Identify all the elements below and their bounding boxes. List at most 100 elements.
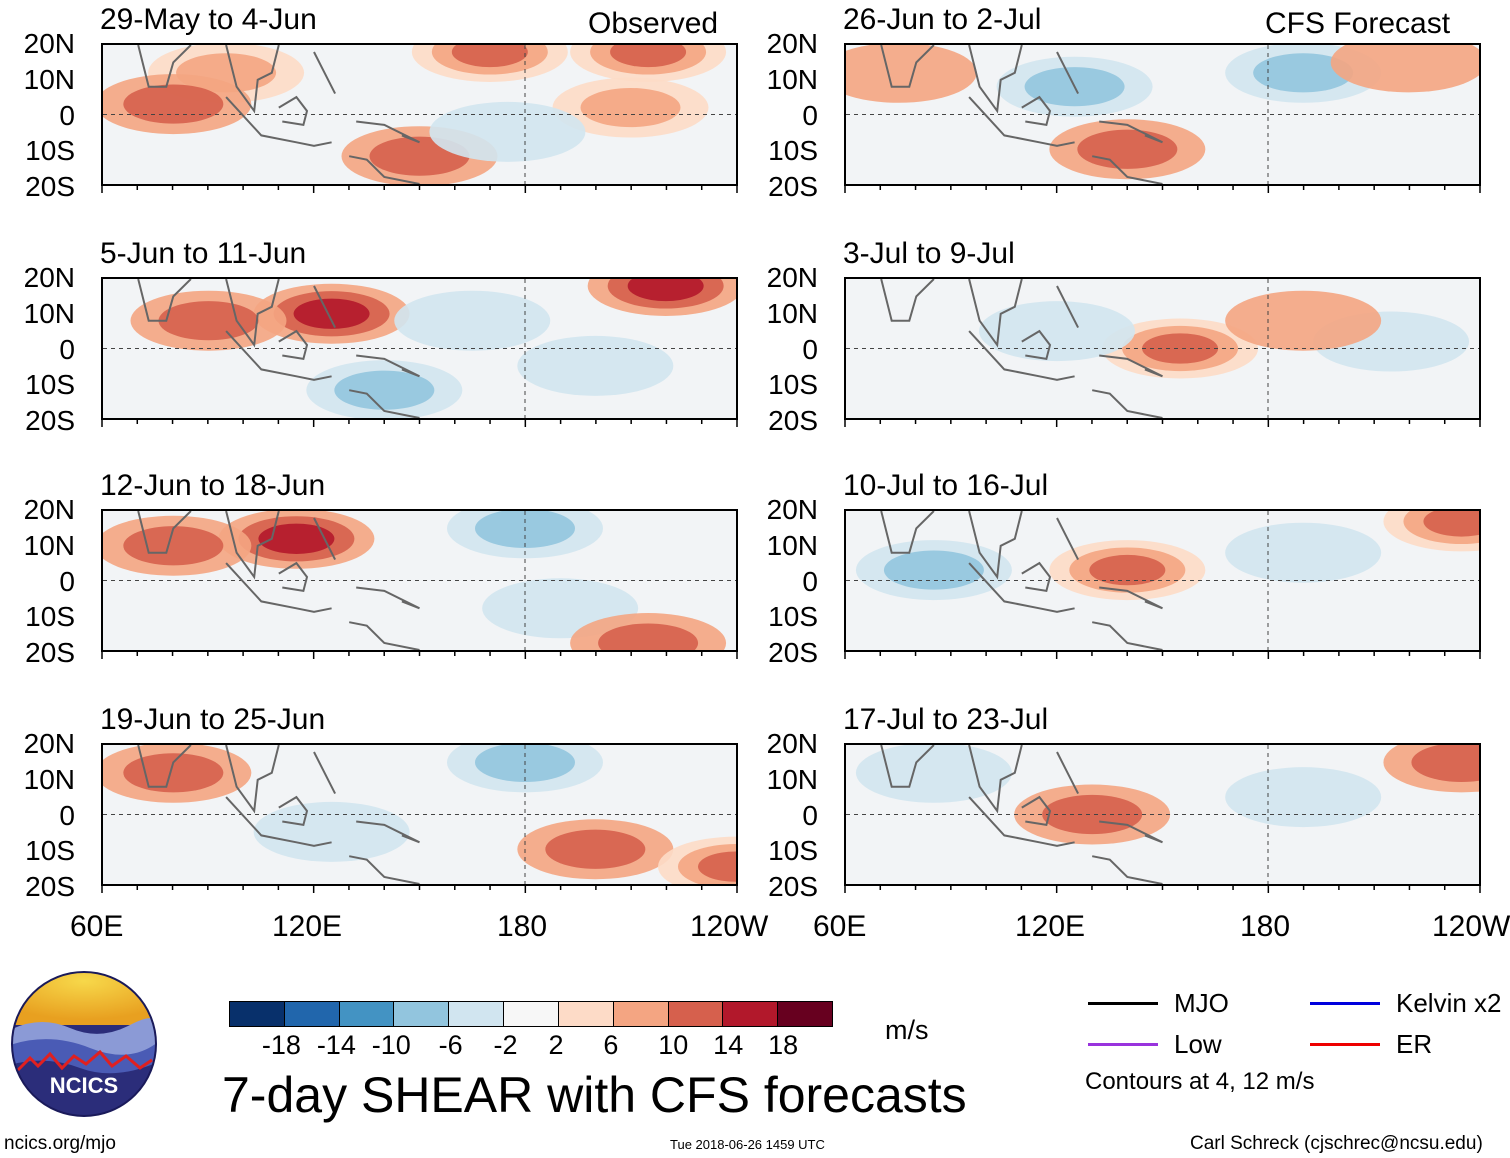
panel-title: 12-Jun to 18-Jun bbox=[100, 469, 326, 502]
y-axis-label: 10S bbox=[768, 601, 818, 633]
y-axis-label: 0 bbox=[802, 565, 818, 597]
x-label-180-right: 180 bbox=[1240, 910, 1291, 943]
y-axis-label: 10N bbox=[766, 297, 818, 329]
y-axis-label: 10N bbox=[766, 63, 818, 95]
legend-low: Low bbox=[1088, 1029, 1222, 1060]
anomaly-blob bbox=[1225, 522, 1382, 583]
observed-header: Observed bbox=[588, 7, 719, 40]
anomaly-blob bbox=[258, 523, 335, 554]
legend-er-line bbox=[1310, 1043, 1380, 1046]
y-axis-label: 0 bbox=[802, 99, 818, 131]
colorbar-swatch bbox=[558, 1002, 614, 1026]
colorbar-tick-label: 6 bbox=[603, 1030, 619, 1060]
colorbar-swatch bbox=[613, 1002, 669, 1026]
panel-title: 10-Jul to 16-Jul bbox=[843, 469, 1049, 502]
colorbar-tick-label: -10 bbox=[371, 1030, 411, 1060]
anomaly-blob bbox=[123, 753, 224, 793]
x-label-60e-left: 60E bbox=[70, 910, 124, 943]
anomaly-blob bbox=[1225, 767, 1382, 828]
colorbar-swatch bbox=[230, 1002, 285, 1026]
anomaly-blob bbox=[1423, 511, 1479, 537]
anomaly-blob bbox=[123, 526, 224, 566]
anomaly-blob bbox=[698, 851, 736, 882]
anomaly-blob bbox=[123, 84, 224, 124]
y-axis-label: 10N bbox=[766, 529, 818, 561]
colorbar-tick-label: -2 bbox=[493, 1030, 518, 1060]
y-axis-label: 20S bbox=[768, 171, 818, 202]
anomaly-blob bbox=[1077, 129, 1178, 169]
logo-text: NCICS bbox=[50, 1073, 118, 1098]
legend-er: ER bbox=[1310, 1029, 1432, 1060]
anomaly-blob bbox=[394, 290, 551, 351]
forecast-header: CFS Forecast bbox=[1265, 7, 1451, 40]
colorbar-tick-label: 14 bbox=[713, 1030, 744, 1060]
anomaly-blob bbox=[253, 801, 410, 862]
map-panel bbox=[101, 43, 738, 186]
anomaly-blob bbox=[883, 550, 984, 590]
colorbar bbox=[229, 1001, 833, 1027]
panel-title: 19-Jun to 25-Jun bbox=[100, 703, 326, 736]
x-ticks bbox=[844, 886, 1481, 893]
legend-kelvin-label: Kelvin x2 bbox=[1396, 988, 1502, 1018]
colorbar-tick-label: -18 bbox=[261, 1030, 301, 1060]
x-ticks bbox=[844, 420, 1481, 427]
y-axis-label: 20S bbox=[25, 637, 75, 668]
panel-title: 29-May to 4-Jun bbox=[100, 3, 317, 36]
y-axis-label: 20S bbox=[768, 405, 818, 436]
y-axis-label: 0 bbox=[802, 799, 818, 831]
colorbar-swatch bbox=[778, 1002, 832, 1026]
coastline bbox=[880, 279, 1163, 418]
y-axis-label: 20S bbox=[25, 871, 75, 902]
colorbar-swatch bbox=[394, 1002, 450, 1026]
y-axis-label: 20N bbox=[766, 494, 818, 525]
y-axis-label: 10S bbox=[25, 601, 75, 633]
anomaly-blob bbox=[334, 370, 435, 410]
y-axis-label: 20S bbox=[768, 637, 818, 668]
anomaly-blob bbox=[855, 745, 1012, 803]
y-axis-label: 10S bbox=[25, 135, 75, 167]
colorbar-tick-label: 2 bbox=[548, 1030, 564, 1060]
anomaly-blob bbox=[979, 301, 1135, 362]
legend-mjo-label: MJO bbox=[1174, 988, 1229, 1018]
anomaly-blob bbox=[627, 279, 704, 302]
coastline bbox=[880, 511, 1163, 650]
anomaly-blob bbox=[1253, 53, 1354, 93]
y-axis-label: 20N bbox=[23, 262, 75, 293]
y-axis-label: 0 bbox=[59, 565, 75, 597]
y-axis-label: 20N bbox=[766, 28, 818, 59]
x-label-180-left: 180 bbox=[497, 910, 548, 943]
map-panel bbox=[101, 277, 738, 420]
y-axis-label: 20S bbox=[768, 871, 818, 902]
anomaly-blob bbox=[158, 301, 259, 341]
y-axis-label: 10S bbox=[25, 835, 75, 867]
y-axis-label: 20N bbox=[23, 494, 75, 525]
contour-note: Contours at 4, 12 m/s bbox=[1085, 1068, 1315, 1095]
anomaly-blob bbox=[1225, 290, 1382, 351]
panel-title: 5-Jun to 11-Jun bbox=[100, 237, 307, 270]
x-ticks bbox=[101, 420, 738, 427]
map-panel bbox=[844, 509, 1481, 652]
panel-title: 3-Jul to 9-Jul bbox=[843, 237, 1015, 270]
y-axis-label: 0 bbox=[59, 799, 75, 831]
footer-url[interactable]: ncics.org/mjo bbox=[4, 1133, 116, 1154]
coastline bbox=[137, 511, 420, 650]
anomaly-blob bbox=[580, 87, 681, 128]
anomaly-blob bbox=[1330, 45, 1479, 93]
y-axis-label: 10N bbox=[23, 63, 75, 95]
map-panel bbox=[844, 43, 1481, 186]
x-label-60e-right: 60E bbox=[813, 910, 867, 943]
map-panel bbox=[844, 277, 1481, 420]
legend-low-line bbox=[1088, 1043, 1158, 1046]
coastline bbox=[137, 745, 420, 884]
anomaly-blob bbox=[517, 335, 674, 396]
anomaly-blob bbox=[293, 298, 370, 329]
legend-kelvin-line bbox=[1310, 1002, 1380, 1005]
legend-kelvin: Kelvin x2 bbox=[1310, 988, 1502, 1019]
anomaly-blob bbox=[1142, 333, 1219, 364]
y-axis-label: 10S bbox=[768, 135, 818, 167]
colorbar-tick-label: 10 bbox=[658, 1030, 689, 1060]
anomaly-blob bbox=[846, 45, 977, 103]
coastline bbox=[880, 745, 1163, 884]
ncics-logo: NCICS bbox=[11, 971, 157, 1117]
y-axis-label: 0 bbox=[802, 333, 818, 365]
